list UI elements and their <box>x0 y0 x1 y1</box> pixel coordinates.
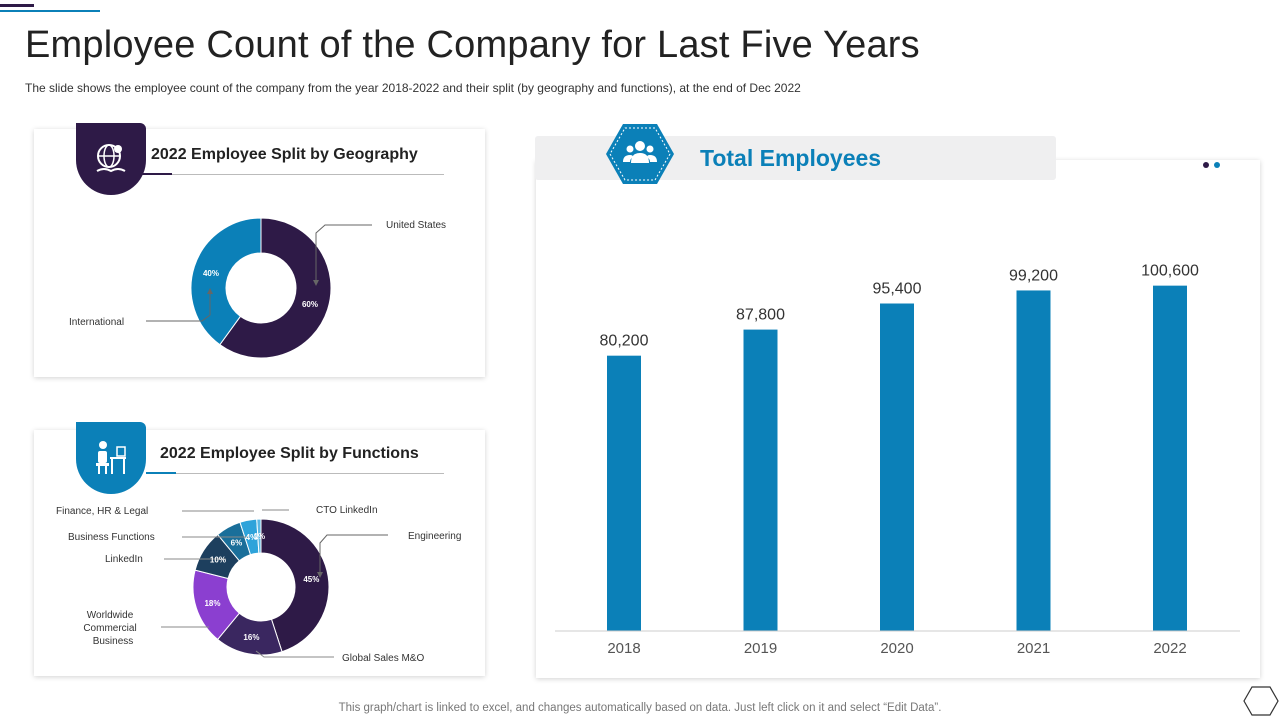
hexagon-badge <box>606 124 674 184</box>
fun-label-worldwide-line-2: Commercial <box>83 623 136 634</box>
functions-badge <box>76 422 146 494</box>
donut-slice-cto-linkedin[interactable] <box>256 518 262 554</box>
geo-label-international: International <box>69 317 124 328</box>
fun-label-worldwide-line-1: Worldwide <box>87 610 134 621</box>
engineering-connector-arrow <box>317 572 323 578</box>
bar-value-label-2022: 100,600 <box>1141 263 1199 280</box>
bar-2020[interactable] <box>880 303 914 631</box>
bar-2018[interactable] <box>607 355 641 631</box>
total-employees-card[interactable]: 80,200 2018 87,800 2019 95,400 2020 99,200 2021… <box>536 160 1260 678</box>
us-connector-arrow <box>313 280 319 286</box>
x-tick-label-2020: 2020 <box>880 640 913 657</box>
x-tick-label-2018: 2018 <box>607 640 640 657</box>
bar-value-label-2019: 87,800 <box>736 307 785 324</box>
x-tick-label-2019: 2019 <box>744 640 777 657</box>
fun-value-linkedin: 10% <box>210 556 226 565</box>
fun-label-linkedin: LinkedIn <box>105 554 143 565</box>
geography-donut-chart[interactable]: United States International 60% 40% <box>34 129 485 377</box>
functions-split-card[interactable]: 2022 Employee Split by Functions Finance… <box>34 422 485 676</box>
donut-slice-united-states[interactable] <box>219 217 332 359</box>
us-connector-line <box>315 224 372 283</box>
dot-blue <box>1214 162 1220 168</box>
person-at-desk-icon <box>96 441 126 474</box>
geo-value-united-states: 60% <box>302 300 318 309</box>
international-connector-arrow <box>207 288 213 294</box>
donut-slice-engineering[interactable] <box>260 518 330 653</box>
fun-value-cto-linkedin: 1% <box>254 532 266 541</box>
page-title: Employee Count of the Company for Last F… <box>25 24 920 66</box>
bar-value-label-2021: 99,200 <box>1009 267 1058 284</box>
functions-card-heading: 2022 Employee Split by Functions <box>160 445 419 462</box>
bar-2022[interactable] <box>1153 285 1187 631</box>
heading-accent-line <box>136 173 172 175</box>
bar-value-label-2020: 95,400 <box>873 280 922 297</box>
x-tick-label-2022: 2022 <box>1153 640 1186 657</box>
top-accent-bar-blue <box>0 10 100 12</box>
people-group-icon <box>623 141 657 163</box>
global-sales-connector-line <box>255 650 334 658</box>
fun-value-worldwide: 18% <box>204 599 220 608</box>
fun-value-business-functions: 6% <box>231 538 243 547</box>
corner-hexagon-icon <box>1243 686 1279 716</box>
dot-dark <box>1203 162 1209 168</box>
international-connector-line <box>146 291 211 322</box>
functions-donut-chart[interactable]: Finance, HR & Legal Business Functions L… <box>34 430 485 676</box>
fun-label-worldwide-line-3: Business <box>93 636 134 647</box>
geo-label-united-states: United States <box>386 220 446 231</box>
bar-2021[interactable] <box>1016 290 1051 631</box>
decorative-dots <box>1203 155 1225 173</box>
x-tick-label-2021: 2021 <box>1017 640 1050 657</box>
footer-note: This graph/chart is linked to excel, and… <box>338 702 942 714</box>
bar-2019[interactable] <box>743 329 778 631</box>
page-subtitle: The slide shows the employee count of th… <box>25 81 801 95</box>
fun-label-engineering: Engineering <box>408 531 461 542</box>
fun-label-global-sales: Global Sales M&O <box>342 653 424 664</box>
fun-label-worldwide-commercial-business: Worldwide Commercial Business <box>83 610 136 647</box>
heading-divider <box>172 174 444 175</box>
fun-value-engineering: 45% <box>303 575 319 584</box>
total-employees-heading: Total Employees <box>700 145 882 171</box>
fun-label-business-functions: Business Functions <box>68 532 155 543</box>
geography-split-card[interactable]: 2022 Employee Split by Geography United … <box>34 123 485 377</box>
geo-value-international: 40% <box>203 269 219 278</box>
fun-label-finance: Finance, HR & Legal <box>56 506 148 517</box>
bar-value-label-2018: 80,200 <box>600 333 649 350</box>
geography-card-heading: 2022 Employee Split by Geography <box>151 146 418 163</box>
fun-value-global-sales: 16% <box>243 633 259 642</box>
total-employees-bar-chart[interactable]: 80,200 2018 87,800 2019 95,400 2020 99,200 2021… <box>536 160 1260 678</box>
geography-badge <box>76 123 146 195</box>
fun-value-finance: 4% <box>246 533 258 542</box>
globe-book-icon <box>96 144 126 173</box>
top-accent-bar-dark <box>0 4 34 7</box>
fun-label-cto-linkedin: CTO LinkedIn <box>316 505 378 516</box>
heading-accent-line <box>146 472 176 474</box>
engineering-connector-line <box>319 534 388 575</box>
heading-divider <box>176 473 444 474</box>
donut-slice-international[interactable] <box>190 217 262 346</box>
